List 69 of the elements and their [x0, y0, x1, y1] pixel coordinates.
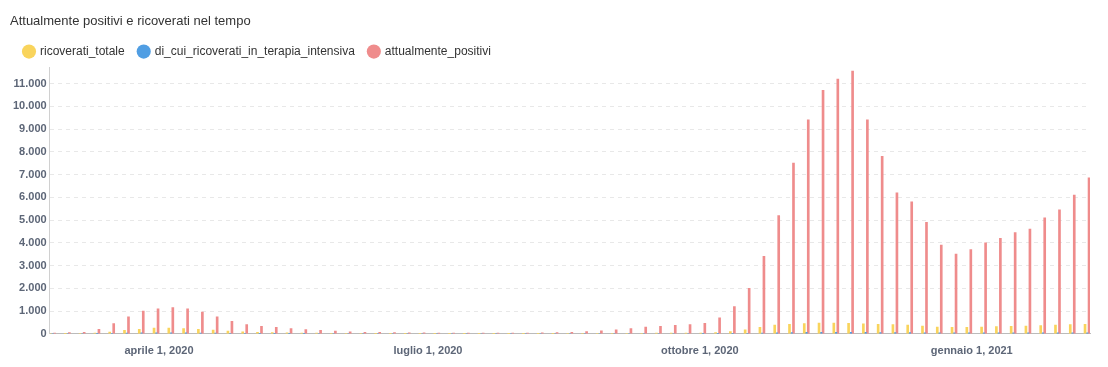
x-tick-label: luglio 1, 2020	[393, 344, 463, 357]
bar	[197, 328, 200, 334]
y-tick-label: 2.000	[19, 281, 47, 294]
bar	[906, 324, 910, 334]
bar	[980, 326, 983, 334]
bar	[851, 70, 854, 334]
bar	[127, 316, 130, 334]
bar	[792, 162, 795, 334]
legend-label: ricoverati_totale	[40, 43, 126, 58]
x-tick-label: ottobre 1, 2020	[661, 344, 739, 357]
y-tick-label: 8.000	[19, 144, 47, 157]
bar	[862, 323, 865, 334]
bar	[773, 324, 777, 334]
bar	[171, 307, 175, 334]
bar	[112, 323, 116, 334]
bar	[1054, 324, 1057, 334]
bar	[1068, 324, 1072, 334]
bar	[866, 119, 869, 334]
y-tick-label: 5.000	[19, 213, 47, 226]
bar	[939, 244, 943, 334]
y-tick-label: 4.000	[19, 235, 47, 248]
y-tick-label: 7.000	[19, 167, 47, 180]
bar	[141, 310, 145, 334]
bar	[673, 325, 677, 334]
x-tick-label: gennaio 1, 2021	[930, 344, 1013, 357]
x-tick-label: aprile 1, 2020	[124, 344, 194, 357]
bar	[1039, 325, 1043, 334]
bar	[245, 324, 249, 334]
bar	[186, 308, 189, 334]
legend-label: di_cui_ricoverati_in_terapia_intensiva	[154, 43, 356, 58]
bar	[1072, 194, 1076, 334]
bar	[965, 327, 969, 334]
bar	[167, 327, 171, 334]
bar	[925, 221, 928, 334]
bar	[733, 306, 736, 334]
bar	[935, 326, 939, 334]
bar	[201, 311, 204, 334]
y-tick-label: 10.000	[12, 99, 47, 112]
bar	[659, 325, 662, 334]
bar	[1043, 217, 1047, 334]
bar	[802, 323, 806, 334]
bar	[910, 201, 914, 334]
y-tick-label: 0	[40, 326, 47, 339]
bar	[274, 327, 278, 334]
bar	[921, 325, 924, 334]
y-tick-label: 6.000	[19, 190, 47, 203]
bar	[984, 242, 987, 334]
bar	[836, 78, 840, 334]
bar	[788, 323, 791, 334]
bar	[777, 215, 781, 334]
bar	[703, 323, 707, 334]
bar	[995, 326, 998, 334]
legend-label: attualmente_positivi	[384, 43, 491, 58]
bar	[847, 323, 850, 334]
bar	[1058, 209, 1061, 334]
bar	[832, 322, 836, 334]
bar	[182, 328, 185, 334]
y-tick-label: 11.000	[13, 76, 47, 89]
chart-title: Attualmente positivi e ricoverati nel tempo	[10, 13, 251, 29]
bar	[260, 325, 263, 334]
bar	[969, 249, 973, 334]
bar	[806, 119, 810, 334]
y-tick-label: 9.000	[19, 122, 47, 135]
bar	[999, 237, 1002, 334]
y-tick-label: 1.000	[19, 304, 47, 317]
y-tick-label: 3.000	[19, 258, 47, 271]
bar	[137, 328, 141, 334]
bar	[644, 326, 648, 334]
bar	[718, 317, 721, 334]
